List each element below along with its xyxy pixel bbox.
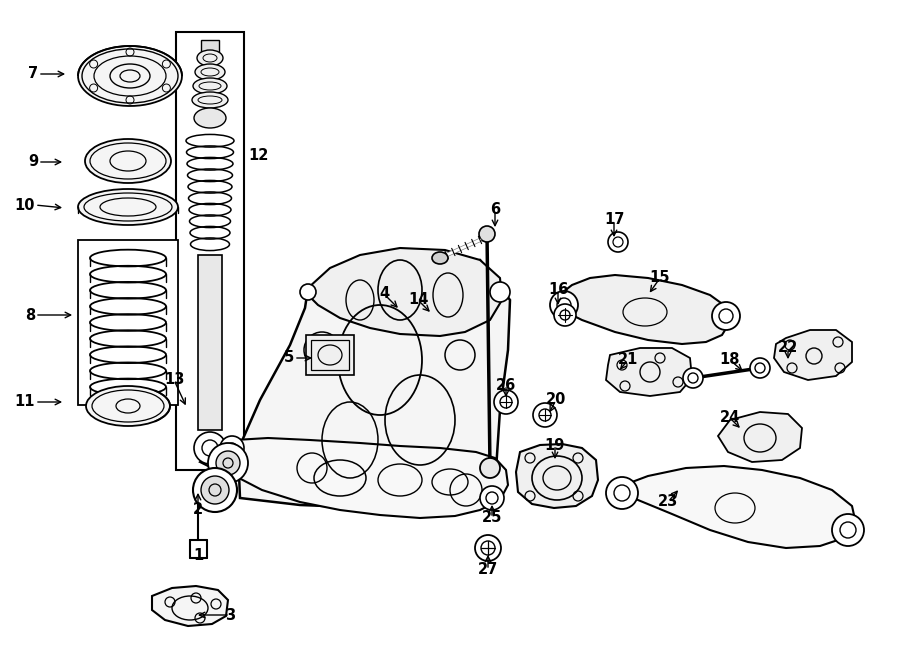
Bar xyxy=(78,240,178,405)
Text: 5: 5 xyxy=(284,350,294,366)
Text: 8: 8 xyxy=(25,307,35,323)
Circle shape xyxy=(608,232,628,252)
Bar xyxy=(176,32,244,470)
Circle shape xyxy=(201,476,229,504)
Circle shape xyxy=(475,535,501,561)
Text: 9: 9 xyxy=(28,155,38,169)
Ellipse shape xyxy=(193,78,227,94)
Text: 1: 1 xyxy=(193,547,203,563)
Text: 27: 27 xyxy=(478,563,498,578)
Circle shape xyxy=(533,403,557,427)
Text: 14: 14 xyxy=(408,293,428,307)
Polygon shape xyxy=(606,348,692,396)
Bar xyxy=(201,40,219,52)
Polygon shape xyxy=(308,248,502,336)
Text: 25: 25 xyxy=(482,510,502,525)
Ellipse shape xyxy=(86,386,170,426)
Text: 19: 19 xyxy=(544,438,565,453)
Polygon shape xyxy=(78,46,182,106)
Circle shape xyxy=(194,432,226,464)
Text: 6: 6 xyxy=(490,202,500,217)
Text: 2: 2 xyxy=(193,502,203,518)
Circle shape xyxy=(479,226,495,242)
Ellipse shape xyxy=(194,108,226,128)
Ellipse shape xyxy=(78,189,178,225)
Circle shape xyxy=(832,514,864,546)
Text: 11: 11 xyxy=(14,395,35,410)
Text: 10: 10 xyxy=(14,198,35,212)
Polygon shape xyxy=(558,275,730,344)
Polygon shape xyxy=(152,586,228,626)
Polygon shape xyxy=(718,412,802,462)
Ellipse shape xyxy=(192,92,228,108)
Text: 21: 21 xyxy=(617,352,638,368)
Circle shape xyxy=(750,358,770,378)
Circle shape xyxy=(683,368,703,388)
Text: 18: 18 xyxy=(720,352,740,368)
Text: 3: 3 xyxy=(225,607,235,623)
Circle shape xyxy=(712,302,740,330)
Bar xyxy=(306,335,354,375)
Bar xyxy=(311,340,349,370)
Text: 4: 4 xyxy=(379,286,389,301)
Circle shape xyxy=(216,451,240,475)
Circle shape xyxy=(300,284,316,300)
Circle shape xyxy=(193,468,237,512)
Ellipse shape xyxy=(432,252,448,264)
Text: 12: 12 xyxy=(248,147,268,163)
Circle shape xyxy=(220,436,244,460)
Circle shape xyxy=(606,477,638,509)
Circle shape xyxy=(550,291,578,319)
Text: 15: 15 xyxy=(650,270,670,286)
Text: 7: 7 xyxy=(28,67,38,81)
Polygon shape xyxy=(616,466,856,548)
Text: 24: 24 xyxy=(720,410,740,426)
Bar xyxy=(198,255,222,430)
Text: 13: 13 xyxy=(164,373,184,387)
Text: 16: 16 xyxy=(548,282,568,297)
Circle shape xyxy=(494,390,518,414)
Circle shape xyxy=(208,443,248,483)
Text: 22: 22 xyxy=(778,340,798,356)
Polygon shape xyxy=(774,330,852,380)
Circle shape xyxy=(490,282,510,302)
Ellipse shape xyxy=(85,139,171,183)
Text: 26: 26 xyxy=(496,377,516,393)
Circle shape xyxy=(480,458,500,478)
Text: 20: 20 xyxy=(545,393,566,407)
Circle shape xyxy=(554,304,576,326)
Text: 23: 23 xyxy=(658,494,678,510)
Polygon shape xyxy=(200,438,508,518)
Polygon shape xyxy=(516,444,598,508)
Circle shape xyxy=(480,486,504,510)
Polygon shape xyxy=(238,260,510,510)
Ellipse shape xyxy=(195,64,225,80)
Ellipse shape xyxy=(197,50,223,66)
Text: 17: 17 xyxy=(604,212,625,227)
